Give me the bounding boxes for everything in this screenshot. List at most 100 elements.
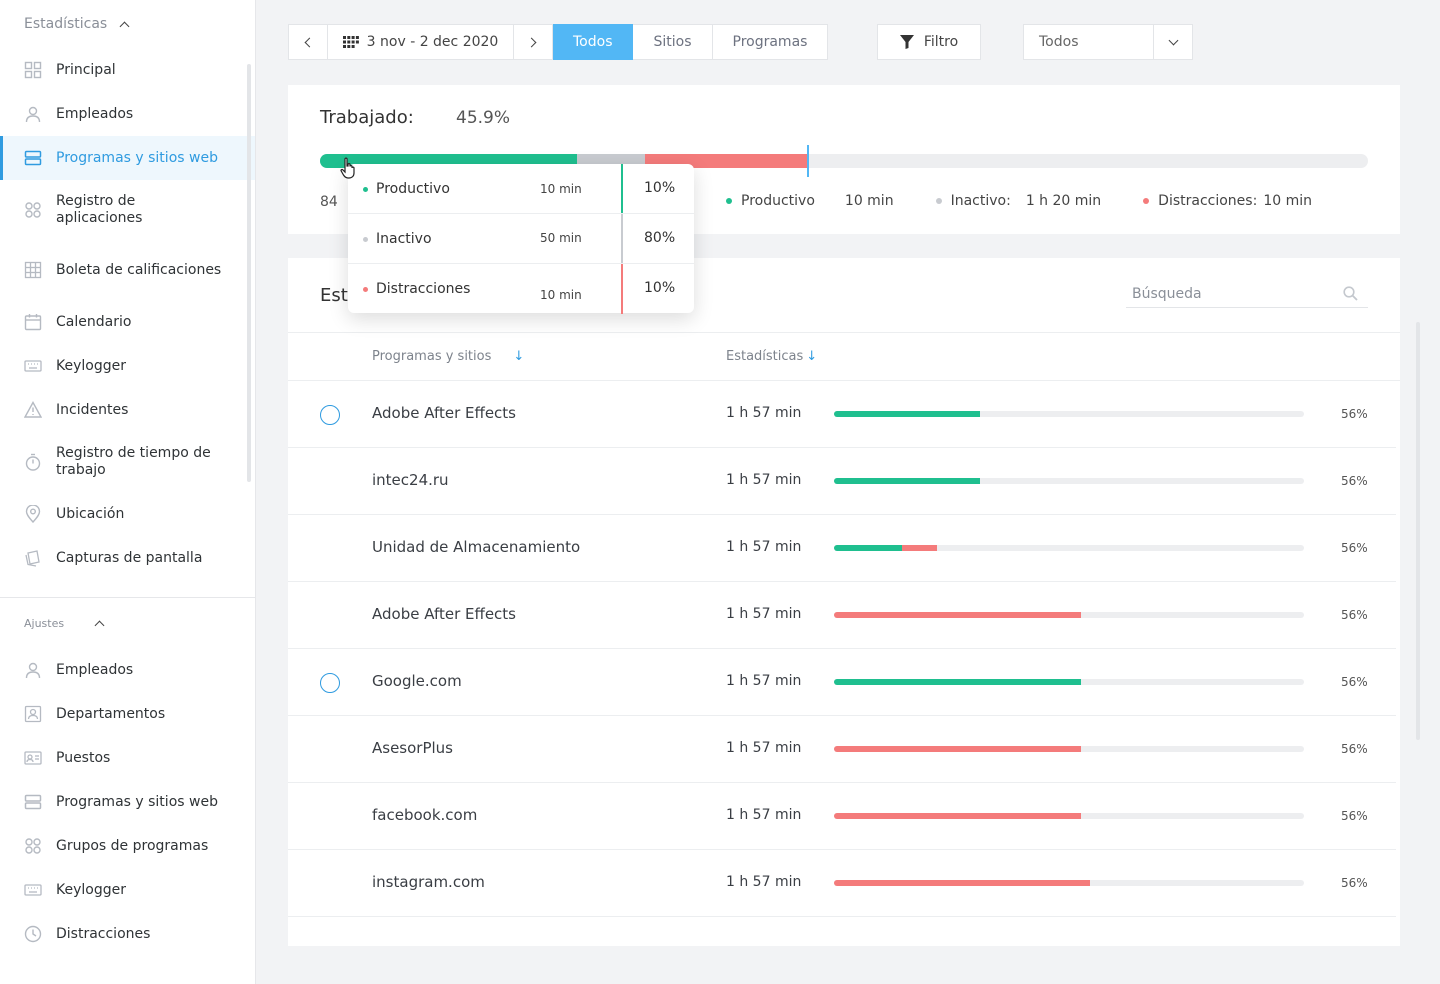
sidebar-item-label: Registro de tiempo de trabajo xyxy=(56,445,211,478)
location-icon xyxy=(24,505,42,523)
sidebar-item-keylogger[interactable]: Keylogger xyxy=(0,344,255,388)
select-arrow[interactable] xyxy=(1153,25,1192,59)
row-select-radio[interactable] xyxy=(320,673,340,693)
sidebar-item-label: Registro de aplicaciones xyxy=(56,193,143,226)
settings-item-label: Grupos de programas xyxy=(56,837,209,854)
search-placeholder: Búsqueda xyxy=(1132,285,1202,302)
tab-todos[interactable]: Todos xyxy=(553,24,634,60)
date-range-picker[interactable]: 3 nov - 2 dec 2020 xyxy=(328,24,513,60)
sidebar-item-calendario[interactable]: Calendario xyxy=(0,300,255,344)
sidebar-item-label: Empleados xyxy=(56,105,134,122)
tab-programas[interactable]: Programas xyxy=(712,24,829,60)
sidebar-item-boleta-de-calificaciones[interactable]: Boleta de calificaciones xyxy=(0,240,255,300)
sidebar: Estadísticas Principal Empleados Programas… xyxy=(0,0,256,984)
row-progress-segment xyxy=(834,880,1091,886)
row-percent: 56% xyxy=(1341,675,1368,689)
legend-productive-time: 10 min xyxy=(844,193,894,209)
row-select-radio[interactable] xyxy=(320,405,340,425)
settings-item-keylogger[interactable]: Keylogger xyxy=(0,868,255,912)
row-progress-segment xyxy=(834,679,1081,685)
sidebar-item-ubicacion[interactable]: Ubicación xyxy=(0,492,255,536)
scope-select[interactable]: Todos xyxy=(1023,24,1193,60)
sort-down-icon[interactable]: ↓ xyxy=(513,349,525,364)
col-stats-header[interactable]: Estadísticas ↓ xyxy=(726,349,817,364)
chevron-up-icon[interactable] xyxy=(119,21,130,31)
next-range-button[interactable] xyxy=(513,24,553,60)
row-progress-segment xyxy=(834,545,903,551)
settings-item-departamentos[interactable]: Departamentos xyxy=(0,692,255,736)
sidebar-item-registro-de-aplicaciones[interactable]: Registro de aplicaciones xyxy=(0,180,255,240)
tooltip-row-distracciones: Distracciones 10 min 10% xyxy=(348,264,694,314)
tooltip-percent: 10% xyxy=(644,280,676,296)
search-icon[interactable] xyxy=(1343,286,1358,301)
settings-item-puestos[interactable]: Puestos xyxy=(0,736,255,780)
server-icon xyxy=(24,793,42,811)
table-row[interactable]: facebook.com 1 h 57 min 56% xyxy=(288,783,1396,850)
row-percent: 56% xyxy=(1341,809,1368,823)
filter-label: Filtro xyxy=(923,34,959,50)
table-row[interactable]: Adobe After Effects 1 h 57 min 56% xyxy=(288,582,1396,649)
row-percent: 56% xyxy=(1341,474,1368,488)
table-row[interactable]: Adobe After Effects 1 h 57 min 56% xyxy=(288,381,1396,448)
server-icon xyxy=(24,149,42,167)
tab-sitios[interactable]: Sitios xyxy=(633,24,713,60)
sidebar-item-programas-y-sitios-web[interactable]: Programas y sitios web xyxy=(0,136,255,180)
keyboard-icon xyxy=(24,881,42,899)
settings-item-programas-y-sitios-web[interactable]: Programas y sitios web xyxy=(0,780,255,824)
legend-inactive-label: Inactivo: xyxy=(950,193,1011,209)
settings-section-title: Ajustes xyxy=(24,616,65,630)
row-duration: 1 h 57 min xyxy=(726,472,802,488)
table-row[interactable]: instagram.com 1 h 57 min 56% xyxy=(288,850,1396,917)
sidebar-item-principal[interactable]: Principal xyxy=(0,48,255,92)
chevron-right-icon xyxy=(526,37,537,47)
col-programs-header[interactable]: Programas y sitios ↓ xyxy=(372,349,524,364)
main-scrollbar[interactable] xyxy=(1416,322,1420,740)
tooltip-label-text: Inactivo xyxy=(376,231,432,247)
id-card-icon xyxy=(24,749,42,767)
row-duration: 1 h 57 min xyxy=(726,807,802,823)
filter-button[interactable]: Filtro xyxy=(877,24,981,60)
table-row[interactable]: AsesorPlus 1 h 57 min 56% xyxy=(288,716,1396,783)
settings-section-header[interactable]: Ajustes xyxy=(0,598,255,648)
sidebar-item-incidentes[interactable]: Incidentes xyxy=(0,388,255,432)
row-duration: 1 h 57 min xyxy=(726,874,802,890)
sidebar-scrollbar[interactable] xyxy=(247,64,251,482)
stats-section-header[interactable]: Estadísticas xyxy=(0,0,255,48)
row-progress-bar xyxy=(834,880,1304,886)
row-name: AsesorPlus xyxy=(372,739,453,757)
prev-range-button[interactable] xyxy=(288,24,328,60)
stats-title: Est xyxy=(320,285,348,306)
screenshots-icon xyxy=(24,549,42,567)
sort-down-icon[interactable]: ↓ xyxy=(806,349,818,364)
row-progress-segment xyxy=(834,411,980,417)
search-input[interactable]: Búsqueda xyxy=(1126,280,1368,308)
row-progress-segment xyxy=(834,612,1081,618)
tooltip-row-label: Distracciones xyxy=(363,281,470,297)
sidebar-item-empleados[interactable]: Empleados xyxy=(0,92,255,136)
table-row[interactable]: Unidad de Almacenamiento 1 h 57 min 56% xyxy=(288,515,1396,582)
chevron-up-icon[interactable] xyxy=(94,620,105,630)
tooltip-label-text: Productivo xyxy=(376,181,450,197)
row-progress-segment xyxy=(834,478,980,484)
settings-item-empleados[interactable]: Empleados xyxy=(0,648,255,692)
inactivo-dot xyxy=(363,236,368,242)
productivo-dot xyxy=(363,186,368,192)
legend-inactive-time: 1 h 20 min xyxy=(1025,193,1102,209)
stats-nav: Principal Empleados Programas y sitios web… xyxy=(0,48,255,580)
settings-item-distracciones[interactable]: Distracciones xyxy=(0,912,255,956)
sidebar-item-label: Programas y sitios web xyxy=(56,149,218,166)
tooltip-color-bar xyxy=(621,214,623,263)
apps-icon xyxy=(24,201,42,219)
sidebar-item-registro-de-tiempo-de-trabajo[interactable]: Registro de tiempo de trabajo xyxy=(0,432,255,492)
table-row[interactable]: Google.com 1 h 57 min 56% xyxy=(288,649,1396,716)
table-row[interactable]: intec24.ru 1 h 57 min 56% xyxy=(288,448,1396,515)
clock-icon xyxy=(24,925,42,943)
settings-item-grupos-de-programas[interactable]: Grupos de programas xyxy=(0,824,255,868)
tooltip-time: 10 min xyxy=(540,288,582,302)
row-name: Adobe After Effects xyxy=(372,404,516,422)
filter-icon xyxy=(899,35,914,49)
sidebar-item-capturas-de-pantalla[interactable]: Capturas de pantalla xyxy=(0,536,255,580)
tooltip-row-label: Inactivo xyxy=(363,231,432,247)
row-duration: 1 h 57 min xyxy=(726,539,802,555)
row-name: intec24.ru xyxy=(372,471,449,489)
